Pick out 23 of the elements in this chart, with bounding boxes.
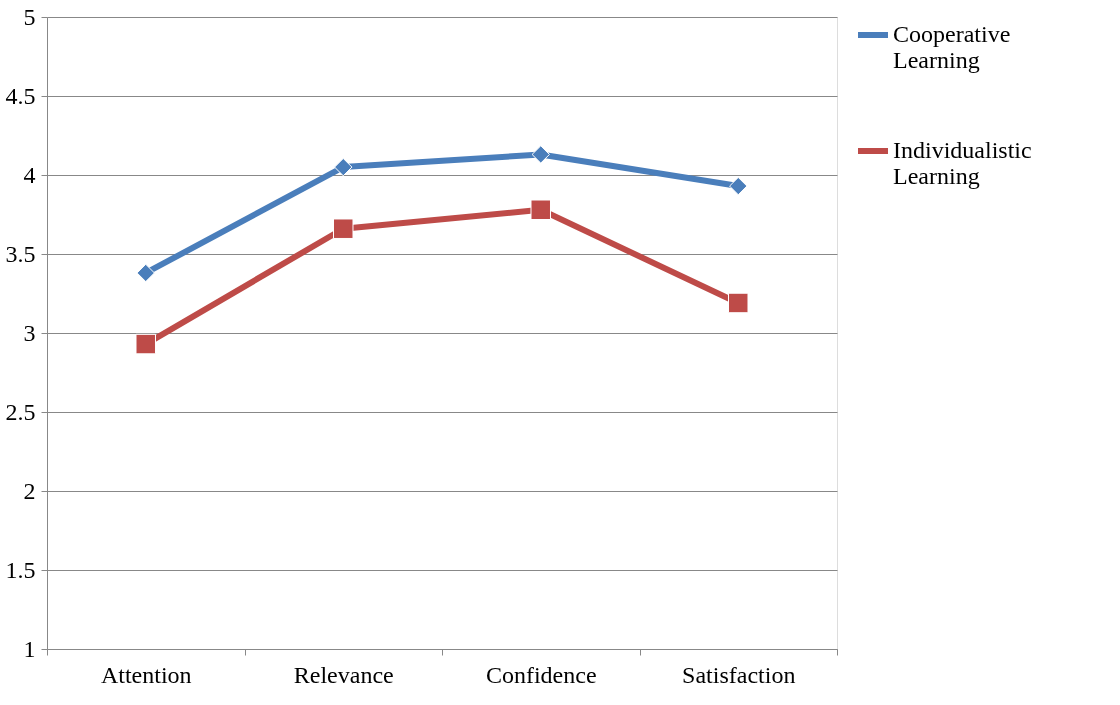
point <box>135 333 156 355</box>
legend-label: Cooperative Learning <box>893 21 1011 73</box>
legend-label: Individualistic Learning <box>893 137 1032 189</box>
x-tick-label: Satisfaction <box>682 661 796 688</box>
point <box>728 292 749 314</box>
point <box>334 157 353 177</box>
y-tick-label: 4.5 <box>5 82 36 109</box>
x-tick-label: Confidence <box>485 661 597 688</box>
point <box>729 176 748 196</box>
y-tick-label: 4 <box>23 161 36 188</box>
point <box>531 145 550 164</box>
point <box>530 199 551 221</box>
y-tick-label: 1.5 <box>5 556 36 583</box>
point <box>333 218 354 239</box>
y-tick-label: 3 <box>23 319 36 346</box>
x-tick-label: Attention <box>100 661 192 688</box>
y-tick-label: 5 <box>23 3 36 30</box>
y-tick-label: 2.5 <box>5 398 36 425</box>
x-tick-label: Relevance <box>293 661 394 688</box>
point <box>136 263 155 283</box>
y-tick-label: 3.5 <box>5 240 36 267</box>
y-tick-label: 2 <box>23 477 36 504</box>
y-tick-label: 1 <box>23 635 36 662</box>
